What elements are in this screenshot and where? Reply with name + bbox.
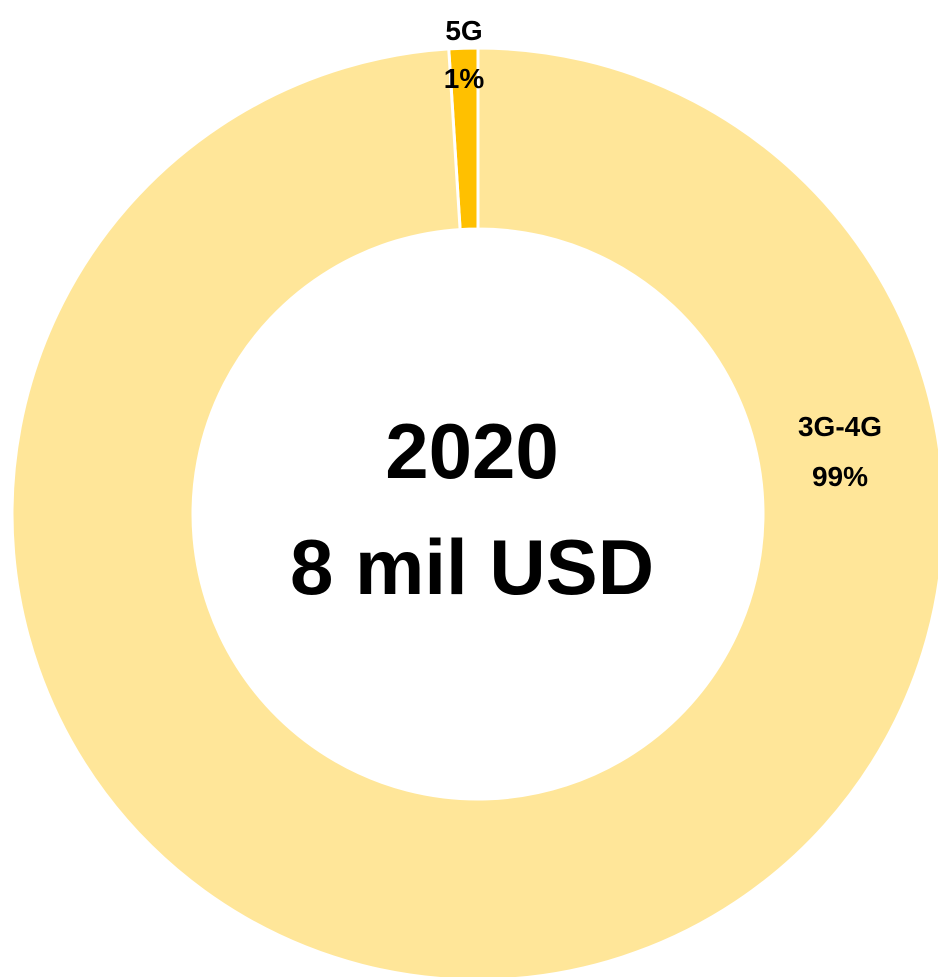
slice-label-3g4g-percent: 99% xyxy=(812,461,868,492)
center-total: 8 mil USD xyxy=(290,523,654,611)
slice-3g-4g xyxy=(10,46,938,977)
center-year: 2020 xyxy=(385,407,559,495)
slice-label-5g-name: 5G xyxy=(445,15,482,46)
slice-label-3g4g-name: 3G-4G xyxy=(798,411,882,442)
slice-label-5g-percent: 1% xyxy=(444,63,485,94)
slice-labels: 5G 1% 3G-4G 99% xyxy=(444,15,882,492)
donut-center: 2020 8 mil USD xyxy=(290,407,654,611)
donut-slices xyxy=(10,46,938,977)
